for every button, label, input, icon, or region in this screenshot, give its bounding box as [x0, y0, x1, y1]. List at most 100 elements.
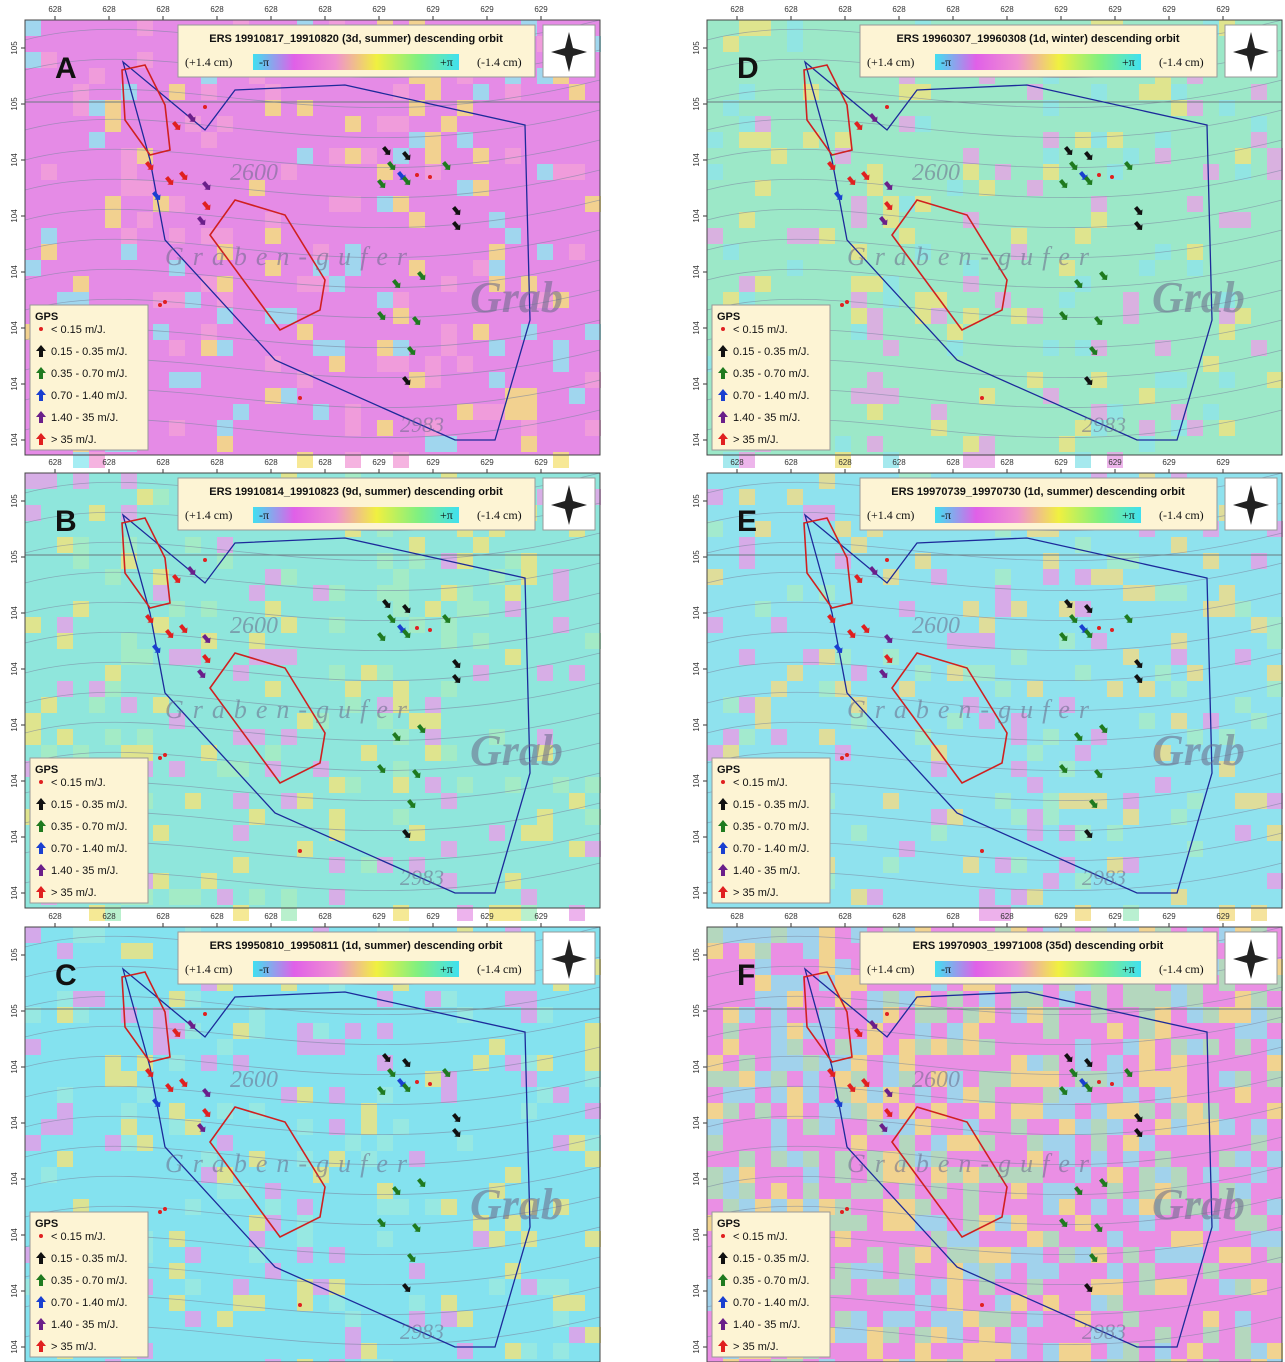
phase-patch: [755, 713, 771, 729]
phase-patch: [1091, 84, 1107, 100]
contour-label: 2983: [1082, 865, 1126, 890]
gps-dot: [1097, 1080, 1101, 1084]
phase-patch: [233, 857, 249, 873]
phase-patch: [1011, 889, 1027, 905]
legend-item: > 35 m/J.: [733, 1341, 779, 1353]
phase-patch: [473, 633, 489, 649]
phase-patch: [185, 292, 201, 308]
phase-patch: [457, 404, 473, 420]
phase-patch: [361, 1119, 377, 1135]
y-tick-label: 105: [10, 1004, 19, 1018]
phase-patch: [963, 164, 979, 180]
phase-patch: [1091, 633, 1107, 649]
x-tick-label: 629: [1054, 458, 1068, 467]
legend-item: 1.40 - 35 m/J.: [733, 1319, 800, 1331]
phase-patch: [409, 825, 425, 841]
phase-patch: [771, 729, 787, 745]
phase-patch: [585, 196, 601, 212]
phase-patch: [1059, 1119, 1075, 1135]
phase-patch: [947, 324, 963, 340]
phase-patch: [553, 1343, 569, 1359]
phase-patch: [505, 148, 521, 164]
phase-patch: [1027, 777, 1043, 793]
phase-patch: [521, 1343, 537, 1359]
y-tick-label: 104: [10, 718, 19, 732]
phase-patch: [441, 991, 457, 1007]
phase-patch: [377, 356, 393, 372]
phase-patch: [739, 276, 755, 292]
phase-patch: [1107, 1279, 1123, 1295]
y-tick-label: 104: [10, 265, 19, 279]
phase-patch: [217, 436, 233, 452]
figure: 2600Graben-guferGrab2983ERS 19910817_199…: [0, 0, 1285, 1360]
phase-patch: [1267, 1199, 1283, 1215]
phase-patch: [1091, 569, 1107, 585]
valley-label: Graben-gufer: [847, 242, 1098, 271]
phase-patch: [755, 943, 771, 959]
contour-label: 2983: [1082, 412, 1126, 437]
contour-label: 2983: [400, 1319, 444, 1344]
phase-patch: [521, 420, 537, 436]
phase-patch: [505, 601, 521, 617]
phase-patch: [201, 132, 217, 148]
phase-patch: [1235, 1151, 1251, 1167]
phase-patch: [345, 777, 361, 793]
phase-patch: [441, 324, 457, 340]
phase-patch: [1171, 889, 1187, 905]
legend-title: GPS: [35, 1218, 58, 1230]
legend-item: < 0.15 m/J.: [51, 777, 106, 789]
legend-symbol: [721, 1234, 725, 1238]
phase-patch: [137, 180, 153, 196]
phase-patch: [1091, 991, 1107, 1007]
phase-patch: [1059, 1343, 1075, 1359]
phase-patch: [739, 1183, 755, 1199]
phase-patch: [345, 1343, 361, 1359]
phase-patch: [25, 927, 41, 943]
y-tick-label: 104: [10, 1060, 19, 1074]
colorbar: [935, 54, 1141, 70]
phase-patch: [739, 20, 755, 36]
phase-patch: [441, 436, 457, 452]
phase-patch: [771, 1119, 787, 1135]
panel-letter: A: [55, 52, 77, 85]
phase-patch: [249, 1231, 265, 1247]
x-tick-label: 628: [48, 912, 62, 921]
x-tick-label: 629: [534, 5, 548, 14]
phase-patch: [393, 116, 409, 132]
phase-patch: [121, 1135, 137, 1151]
phase-patch: [1171, 372, 1187, 388]
valley-label: Graben-gufer: [165, 242, 416, 271]
phase-patch: [489, 372, 505, 388]
phase-patch: [25, 713, 41, 729]
phase-patch: [1091, 372, 1107, 388]
phase-patch: [105, 1071, 121, 1087]
contour-label: 2983: [400, 412, 444, 437]
phase-patch: [851, 308, 867, 324]
panel-title: ERS 19950810_19950811 (1d, summer) desce…: [210, 940, 503, 952]
phase-patch: [1043, 148, 1059, 164]
phase-patch: [169, 889, 185, 905]
legend-item: > 35 m/J.: [51, 434, 97, 446]
phase-patch: [585, 420, 601, 436]
x-tick-label: 628: [1000, 912, 1014, 921]
phase-patch: [457, 356, 473, 372]
panel-letter: C: [55, 959, 77, 992]
phase-patch: [899, 841, 915, 857]
phase-patch: [89, 927, 105, 943]
phase-patch: [361, 745, 377, 761]
x-tick-label: 628: [946, 5, 960, 14]
phase-patch: [169, 340, 185, 356]
gps-dot: [415, 1080, 419, 1084]
phase-patch: [1171, 1247, 1187, 1263]
phase-patch: [169, 761, 185, 777]
phase-patch: [787, 991, 803, 1007]
phase-patch: [915, 665, 931, 681]
phase-patch: [851, 1055, 867, 1071]
phase-patch: [361, 1103, 377, 1119]
phase-patch: [979, 388, 995, 404]
place-label: Grab: [1152, 273, 1245, 322]
phase-patch: [1123, 991, 1139, 1007]
phase-patch: [281, 164, 297, 180]
phase-patch: [281, 569, 297, 585]
phase-patch: [441, 1295, 457, 1311]
